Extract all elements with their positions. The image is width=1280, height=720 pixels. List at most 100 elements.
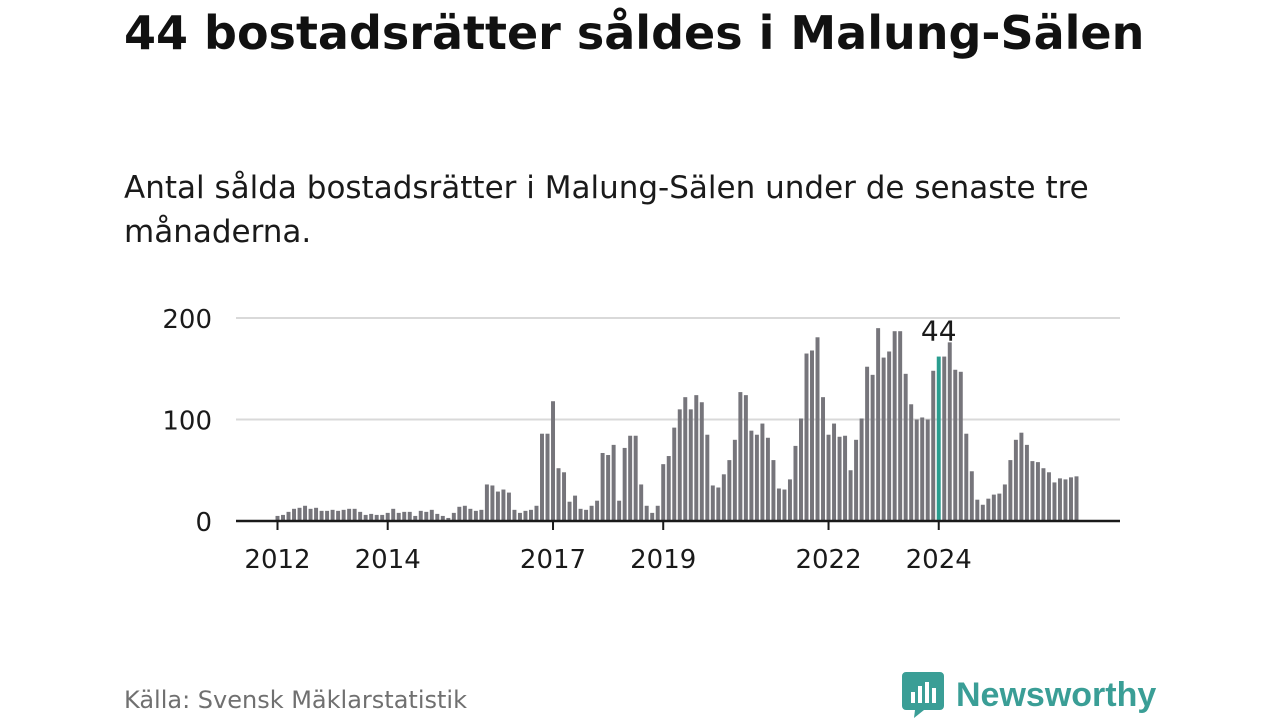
bar xyxy=(523,510,528,521)
bar xyxy=(1008,460,1013,521)
bar xyxy=(749,430,754,521)
bar xyxy=(402,511,407,521)
bar xyxy=(876,328,881,521)
bar xyxy=(336,510,341,521)
bar xyxy=(738,392,743,521)
x-axis-labels: 2012 2014 2017 2019 2022 2024 xyxy=(244,545,971,575)
bar xyxy=(540,433,544,521)
bar xyxy=(887,351,892,521)
bar xyxy=(617,500,622,521)
bar xyxy=(672,427,677,521)
bar xyxy=(380,514,385,521)
bar xyxy=(760,423,765,521)
bar xyxy=(771,460,776,521)
bar xyxy=(1046,472,1051,521)
bar xyxy=(854,439,859,521)
highlight-bar xyxy=(936,356,941,521)
bar xyxy=(798,418,803,521)
bar xyxy=(628,435,633,521)
bar xyxy=(650,512,655,521)
bar xyxy=(688,409,693,521)
bar xyxy=(484,484,489,521)
bar xyxy=(374,514,379,521)
bar xyxy=(964,433,969,521)
chart-subtitle: Antal sålda bostadsrätter i Malung-Sälen… xyxy=(124,170,1089,250)
bar xyxy=(694,395,699,521)
bar xyxy=(446,517,451,521)
bar xyxy=(1035,462,1040,521)
bar xyxy=(479,509,484,521)
newsworthy-logo-icon xyxy=(902,672,944,718)
bar xyxy=(1013,439,1018,521)
bar xyxy=(567,501,572,521)
bar xyxy=(363,514,368,521)
bar xyxy=(573,495,578,521)
bar xyxy=(920,417,925,521)
bar xyxy=(512,509,517,521)
bar xyxy=(898,331,903,521)
bar xyxy=(589,505,594,521)
bar xyxy=(683,397,688,521)
bar-chart: 0 100 200 2012 2014 2017 2019 2022 2024 44 xyxy=(162,305,1120,575)
y-axis-labels: 0 100 200 xyxy=(162,305,212,538)
bar xyxy=(1002,484,1007,521)
highlight-value-label: 44 xyxy=(921,315,957,348)
bar xyxy=(562,472,567,521)
bar xyxy=(325,510,330,521)
bar xyxy=(462,505,467,521)
bar xyxy=(765,437,770,521)
bar xyxy=(958,371,963,521)
bar xyxy=(490,485,495,521)
brand-name: Newsworthy xyxy=(956,675,1157,714)
bar xyxy=(347,508,352,521)
brand-logo: Newsworthy xyxy=(902,672,1156,718)
bar xyxy=(881,357,886,521)
bar xyxy=(727,460,732,521)
bar xyxy=(655,505,660,521)
bar xyxy=(495,491,500,521)
bar xyxy=(639,484,644,521)
bar xyxy=(407,511,412,521)
bar xyxy=(429,509,434,521)
bar xyxy=(330,509,335,521)
bar xyxy=(677,409,682,521)
bar xyxy=(292,508,297,521)
bar xyxy=(870,374,875,521)
bar xyxy=(826,434,831,521)
bar xyxy=(1074,476,1079,521)
bar xyxy=(848,470,853,521)
bar xyxy=(451,512,456,521)
bar xyxy=(925,419,930,521)
bar xyxy=(424,511,429,521)
bar xyxy=(793,445,798,521)
x-tick-label: 2022 xyxy=(795,545,861,575)
x-tick-label: 2014 xyxy=(355,545,421,575)
bar xyxy=(584,509,589,521)
bar xyxy=(837,436,842,521)
bar xyxy=(1052,482,1057,521)
x-axis xyxy=(236,519,1120,530)
bar xyxy=(644,505,649,521)
bar xyxy=(385,512,390,521)
bar xyxy=(440,515,445,521)
bar xyxy=(716,487,721,521)
bar xyxy=(843,435,848,521)
bar xyxy=(1030,461,1035,521)
bar xyxy=(743,395,748,521)
bar xyxy=(418,510,423,521)
chart-title: 44 bostadsrätter såldes i Malung-Sälen xyxy=(124,6,1145,60)
bar xyxy=(754,434,759,521)
bar xyxy=(517,512,522,521)
bar xyxy=(1057,478,1062,521)
bar xyxy=(705,434,710,521)
y-tick-label: 0 xyxy=(195,508,212,538)
x-tick-label: 2024 xyxy=(906,545,972,575)
bar xyxy=(804,353,809,521)
x-tick-label: 2019 xyxy=(630,545,696,575)
bar xyxy=(457,506,462,521)
bar xyxy=(947,342,952,521)
bar xyxy=(865,366,870,521)
bar xyxy=(319,510,324,521)
bar xyxy=(666,456,671,521)
annotations: 44 xyxy=(921,315,957,348)
